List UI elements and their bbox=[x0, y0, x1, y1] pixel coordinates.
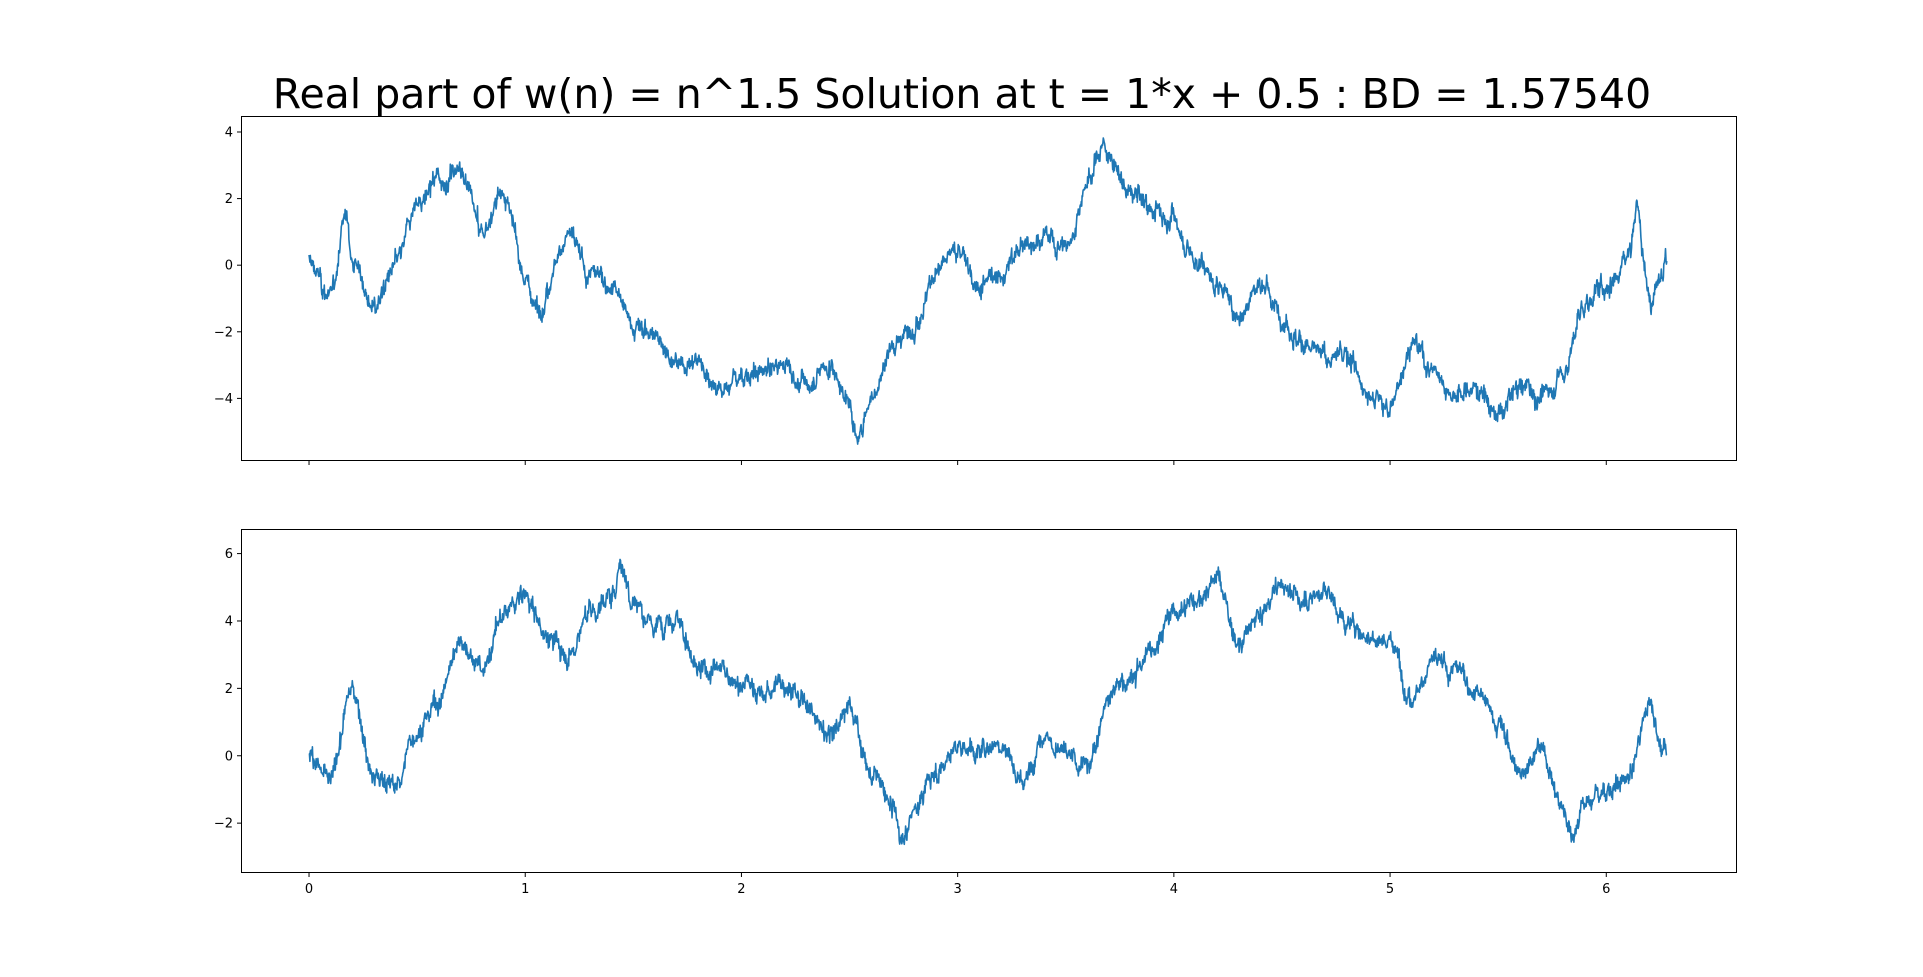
bottom-axes-frame bbox=[241, 529, 1737, 873]
top-x-axis bbox=[308, 460, 1607, 465]
bottom-series-line bbox=[308, 558, 1668, 846]
bottom-x-axis: 0 1 2 3 4 5 6 bbox=[305, 872, 1610, 897]
top-series-line bbox=[308, 137, 1668, 445]
top-axes-frame bbox=[241, 116, 1737, 461]
y-tick-label: 2 bbox=[225, 192, 233, 207]
series-line bbox=[308, 558, 1668, 846]
y-tick-label: 6 bbox=[225, 547, 233, 562]
top-panel: −4 −2 0 2 4 bbox=[214, 116, 1737, 465]
series-line bbox=[308, 137, 1668, 445]
y-tick-label: −2 bbox=[214, 817, 233, 832]
y-tick-label: 2 bbox=[225, 682, 233, 697]
bottom-panel: −2 0 2 4 6 0 1 2 3 4 5 6 bbox=[214, 529, 1737, 897]
x-tick-label: 5 bbox=[1386, 882, 1394, 897]
x-tick-label: 0 bbox=[305, 882, 313, 897]
y-tick-label: 0 bbox=[225, 749, 233, 764]
chart-title: Real part of w(n) = n^1.5 Solution at t … bbox=[273, 70, 1651, 118]
y-tick-label: −2 bbox=[214, 325, 233, 340]
y-tick-label: 4 bbox=[225, 125, 233, 140]
x-tick-label: 4 bbox=[1170, 882, 1178, 897]
top-y-axis: −4 −2 0 2 4 bbox=[214, 125, 242, 407]
y-tick-label: −4 bbox=[214, 392, 233, 407]
x-tick-label: 2 bbox=[737, 882, 745, 897]
x-tick-label: 6 bbox=[1602, 882, 1610, 897]
x-tick-label: 3 bbox=[954, 882, 962, 897]
x-tick-label: 1 bbox=[521, 882, 529, 897]
bottom-y-axis: −2 0 2 4 6 bbox=[214, 547, 242, 832]
y-tick-label: 0 bbox=[225, 259, 233, 274]
y-tick-label: 4 bbox=[225, 614, 233, 629]
